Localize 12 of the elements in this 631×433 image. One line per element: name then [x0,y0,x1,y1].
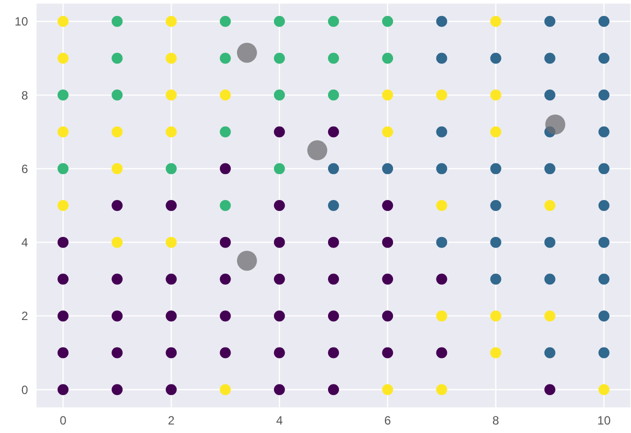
y-tick-label: 8 [21,88,28,102]
y-tick-label: 6 [21,162,28,176]
x-tick-label: 2 [168,414,175,428]
x-tick-label: 6 [384,414,392,428]
x-tick-label: 0 [60,414,67,428]
y-tick-label: 0 [21,382,28,397]
y-tick-label: 4 [21,236,28,250]
x-tick-label: 10 [597,414,611,428]
y-tick-label: 2 [21,309,28,324]
y-tick-label: 10 [14,14,28,29]
x-tick-label: 4 [276,414,284,428]
x-tick-label: 8 [492,414,500,428]
